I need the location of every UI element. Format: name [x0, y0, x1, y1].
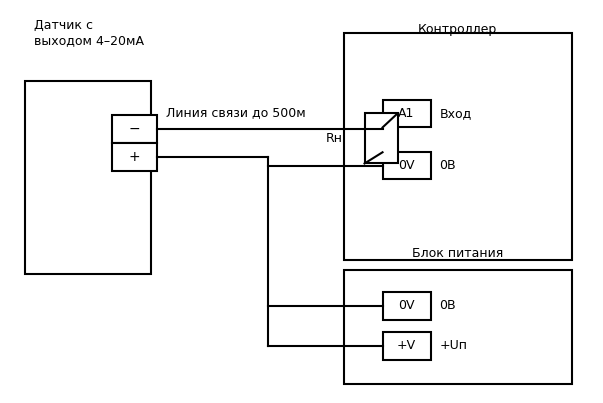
- Text: −: −: [129, 122, 140, 136]
- Text: Блок питания: Блок питания: [412, 247, 503, 260]
- Bar: [25, 81, 151, 274]
- Bar: [382, 292, 431, 320]
- Text: +Uп: +Uп: [440, 339, 467, 353]
- Bar: [382, 152, 431, 179]
- Text: Датчик с
выходом 4–20мА: Датчик с выходом 4–20мА: [34, 19, 144, 48]
- Text: Rн: Rн: [326, 132, 343, 145]
- Text: 0V: 0V: [399, 299, 415, 312]
- Bar: [344, 270, 572, 384]
- Text: Вход: Вход: [440, 107, 472, 120]
- Bar: [112, 115, 157, 143]
- Text: Линия связи до 500м: Линия связи до 500м: [166, 106, 305, 119]
- Text: 0В: 0В: [440, 299, 456, 312]
- Text: Контроллер: Контроллер: [418, 23, 497, 36]
- Text: +V: +V: [397, 339, 416, 353]
- Bar: [365, 114, 397, 164]
- Text: +: +: [129, 150, 140, 164]
- Text: 0В: 0В: [440, 159, 456, 172]
- Bar: [382, 332, 431, 359]
- Bar: [112, 143, 157, 172]
- Text: A1: A1: [399, 107, 415, 120]
- Bar: [382, 100, 431, 127]
- Text: 0V: 0V: [399, 159, 415, 172]
- Bar: [344, 33, 572, 260]
